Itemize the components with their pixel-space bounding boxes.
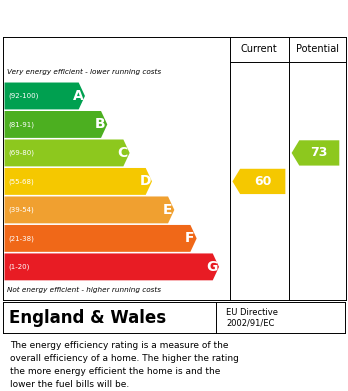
- Text: (39-54): (39-54): [9, 207, 34, 213]
- Polygon shape: [5, 83, 85, 109]
- Text: 73: 73: [311, 147, 328, 160]
- Polygon shape: [5, 111, 107, 138]
- Text: B: B: [95, 117, 106, 131]
- Text: The energy efficiency rating is a measure of the
overall efficiency of a home. T: The energy efficiency rating is a measur…: [10, 341, 239, 389]
- Text: 2002/91/EC: 2002/91/EC: [226, 318, 275, 327]
- Text: Potential: Potential: [296, 44, 339, 54]
- Text: Energy Efficiency Rating: Energy Efficiency Rating: [10, 10, 221, 25]
- Text: C: C: [118, 146, 128, 160]
- Polygon shape: [5, 225, 197, 252]
- Text: (21-38): (21-38): [9, 235, 34, 242]
- Text: (92-100): (92-100): [9, 93, 39, 99]
- Polygon shape: [292, 140, 339, 165]
- Text: (81-91): (81-91): [9, 121, 35, 128]
- Text: (55-68): (55-68): [9, 178, 34, 185]
- Polygon shape: [5, 168, 152, 195]
- Text: G: G: [206, 260, 218, 274]
- Text: E: E: [163, 203, 172, 217]
- Text: Not energy efficient - higher running costs: Not energy efficient - higher running co…: [7, 287, 161, 294]
- Text: EU Directive: EU Directive: [226, 308, 278, 317]
- Polygon shape: [5, 140, 130, 167]
- Text: (1-20): (1-20): [9, 264, 30, 270]
- Polygon shape: [5, 253, 219, 280]
- Polygon shape: [5, 196, 174, 223]
- Text: (69-80): (69-80): [9, 150, 35, 156]
- Text: A: A: [73, 89, 84, 103]
- Polygon shape: [232, 169, 285, 194]
- Text: 60: 60: [254, 175, 271, 188]
- Text: Very energy efficient - lower running costs: Very energy efficient - lower running co…: [7, 69, 161, 75]
- Text: Current: Current: [241, 44, 278, 54]
- Text: England & Wales: England & Wales: [9, 308, 166, 327]
- Text: D: D: [139, 174, 151, 188]
- Text: F: F: [185, 231, 195, 246]
